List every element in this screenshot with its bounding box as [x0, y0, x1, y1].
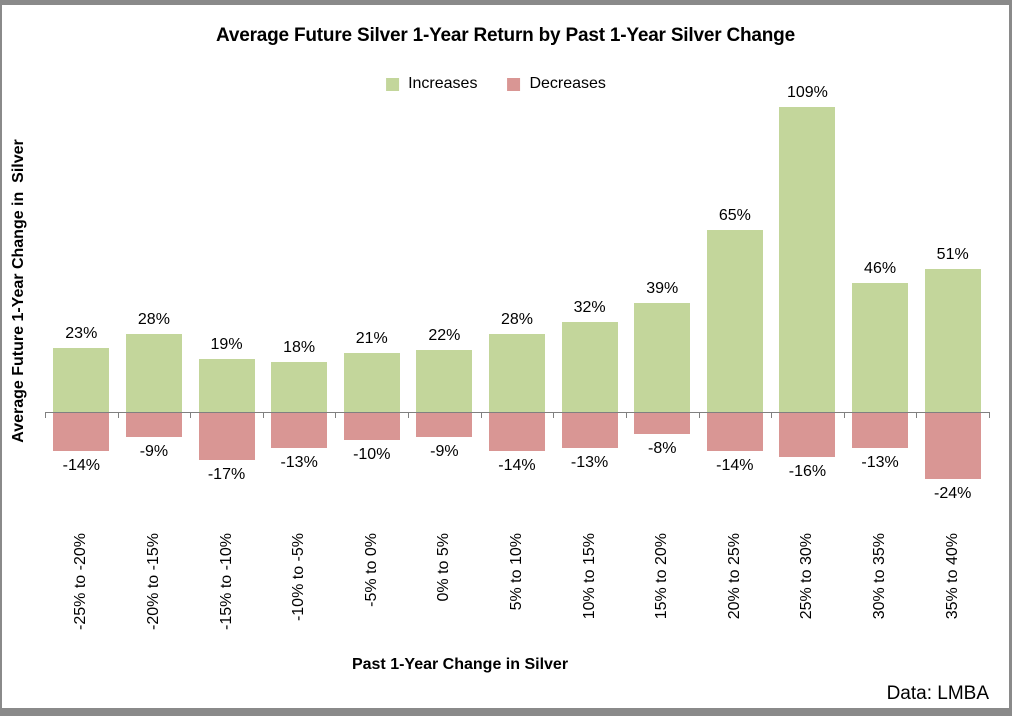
- bar-decrease: [125, 412, 182, 438]
- x-axis-line: [45, 412, 989, 413]
- axis-tick-mark: [916, 412, 918, 418]
- decreases-swatch-icon: [507, 77, 521, 91]
- bar-increase: [198, 358, 255, 412]
- axis-tick-mark: [480, 412, 482, 418]
- bar-increase: [561, 322, 618, 412]
- axis-tick-mark: [771, 412, 773, 418]
- axis-tick-mark: [988, 412, 990, 418]
- x-axis-title: Past 1-Year Change in Silver: [351, 656, 569, 673]
- value-label-increase: 28%: [137, 310, 170, 328]
- plot-area: 23% -14% -25% to -20% 28% -9% -20% to -15% 19%…: [2, 5, 1009, 708]
- value-label-decrease: -17%: [207, 465, 246, 483]
- value-label-increase: 39%: [646, 279, 679, 297]
- value-label-decrease: -16%: [788, 462, 827, 480]
- value-label-increase: 21%: [355, 330, 388, 348]
- bar-increase: [53, 347, 110, 412]
- bar-decrease: [53, 412, 110, 452]
- bar-increase: [271, 361, 328, 412]
- x-category-label: 10% to 15%: [580, 533, 598, 620]
- x-category-label: 20% to 25%: [725, 533, 743, 620]
- legend-label-decreases: Decreases: [529, 75, 606, 92]
- value-label-decrease: -14%: [716, 457, 754, 475]
- x-category-label: 30% to 35%: [871, 533, 889, 620]
- bar-increase: [852, 283, 909, 412]
- value-label-increase: 23%: [65, 324, 98, 342]
- value-label-decrease: -9%: [430, 443, 459, 461]
- legend-label-increases: Increases: [408, 75, 478, 92]
- value-label-increase: 19%: [210, 335, 243, 353]
- value-label-increase: 18%: [283, 338, 316, 356]
- axis-tick-mark: [117, 412, 119, 418]
- x-category-label: -25% to -20%: [72, 533, 90, 630]
- chart-title: Average Future Silver 1-Year Return by P…: [216, 25, 795, 46]
- bar-increase: [779, 106, 836, 412]
- value-label-decrease: -13%: [570, 454, 609, 472]
- value-label-decrease: -14%: [62, 457, 100, 475]
- axis-tick-mark: [408, 412, 410, 418]
- bar-decrease: [634, 412, 691, 435]
- axis-tick-mark: [843, 412, 845, 418]
- legend-item-increases: Increases: [386, 75, 477, 93]
- x-category-label: -5% to 0%: [362, 533, 380, 607]
- x-category-label: 15% to 20%: [653, 533, 671, 620]
- bar-decrease: [924, 412, 981, 480]
- x-category-label: -15% to -10%: [217, 533, 235, 630]
- value-label-decrease: -13%: [861, 454, 899, 472]
- value-label-increase: 28%: [500, 310, 533, 328]
- bar-decrease: [852, 412, 909, 449]
- axis-tick-mark: [698, 412, 700, 418]
- x-category-label: 0% to 5%: [435, 533, 453, 602]
- bar-decrease: [343, 412, 400, 440]
- value-label-increase: 65%: [718, 207, 751, 224]
- value-label-decrease: -14%: [498, 457, 536, 475]
- x-category-label: -10% to -5%: [290, 533, 308, 622]
- axis-tick-mark: [553, 412, 555, 418]
- bar-decrease: [198, 412, 255, 460]
- bar-increase: [634, 302, 691, 412]
- bar-decrease: [416, 412, 473, 438]
- axis-tick-mark: [45, 412, 46, 418]
- bar-increase: [343, 353, 400, 412]
- value-label-increase: 22%: [428, 327, 461, 345]
- value-label-decrease: -24%: [934, 485, 972, 503]
- value-label-decrease: -8%: [647, 440, 677, 458]
- bar-decrease: [706, 412, 763, 452]
- bar-increase: [706, 230, 763, 412]
- value-label-decrease: -13%: [280, 454, 318, 472]
- value-label-decrease: -10%: [353, 446, 391, 463]
- x-category-label: -20% to -15%: [144, 533, 162, 630]
- value-label-increase: 51%: [936, 246, 969, 264]
- axis-tick-mark: [262, 412, 264, 418]
- bar-increase: [488, 333, 545, 412]
- value-label-increase: 109%: [786, 83, 828, 101]
- axis-tick-mark: [335, 412, 337, 418]
- x-category-label: 25% to 30%: [798, 533, 816, 620]
- increases-swatch-icon: [386, 77, 400, 91]
- data-source-note: Data: LMBA: [886, 683, 989, 704]
- bar-decrease: [561, 412, 618, 449]
- bar-decrease: [271, 412, 328, 449]
- value-label-increase: 32%: [573, 299, 606, 317]
- legend: Increases Decreases: [386, 75, 606, 93]
- x-category-label: 5% to 10%: [507, 533, 525, 611]
- value-label-increase: 46%: [864, 260, 897, 278]
- bar-decrease: [779, 412, 836, 457]
- bar-decrease: [488, 412, 545, 452]
- axis-tick-mark: [190, 412, 192, 418]
- bar-increase: [416, 350, 473, 412]
- bar-increase: [125, 333, 182, 412]
- x-category-label: 35% to 40%: [943, 533, 961, 620]
- value-label-decrease: -9%: [139, 443, 169, 461]
- legend-item-decreases: Decreases: [507, 75, 606, 93]
- bar-increase: [924, 269, 981, 412]
- axis-tick-mark: [625, 412, 627, 418]
